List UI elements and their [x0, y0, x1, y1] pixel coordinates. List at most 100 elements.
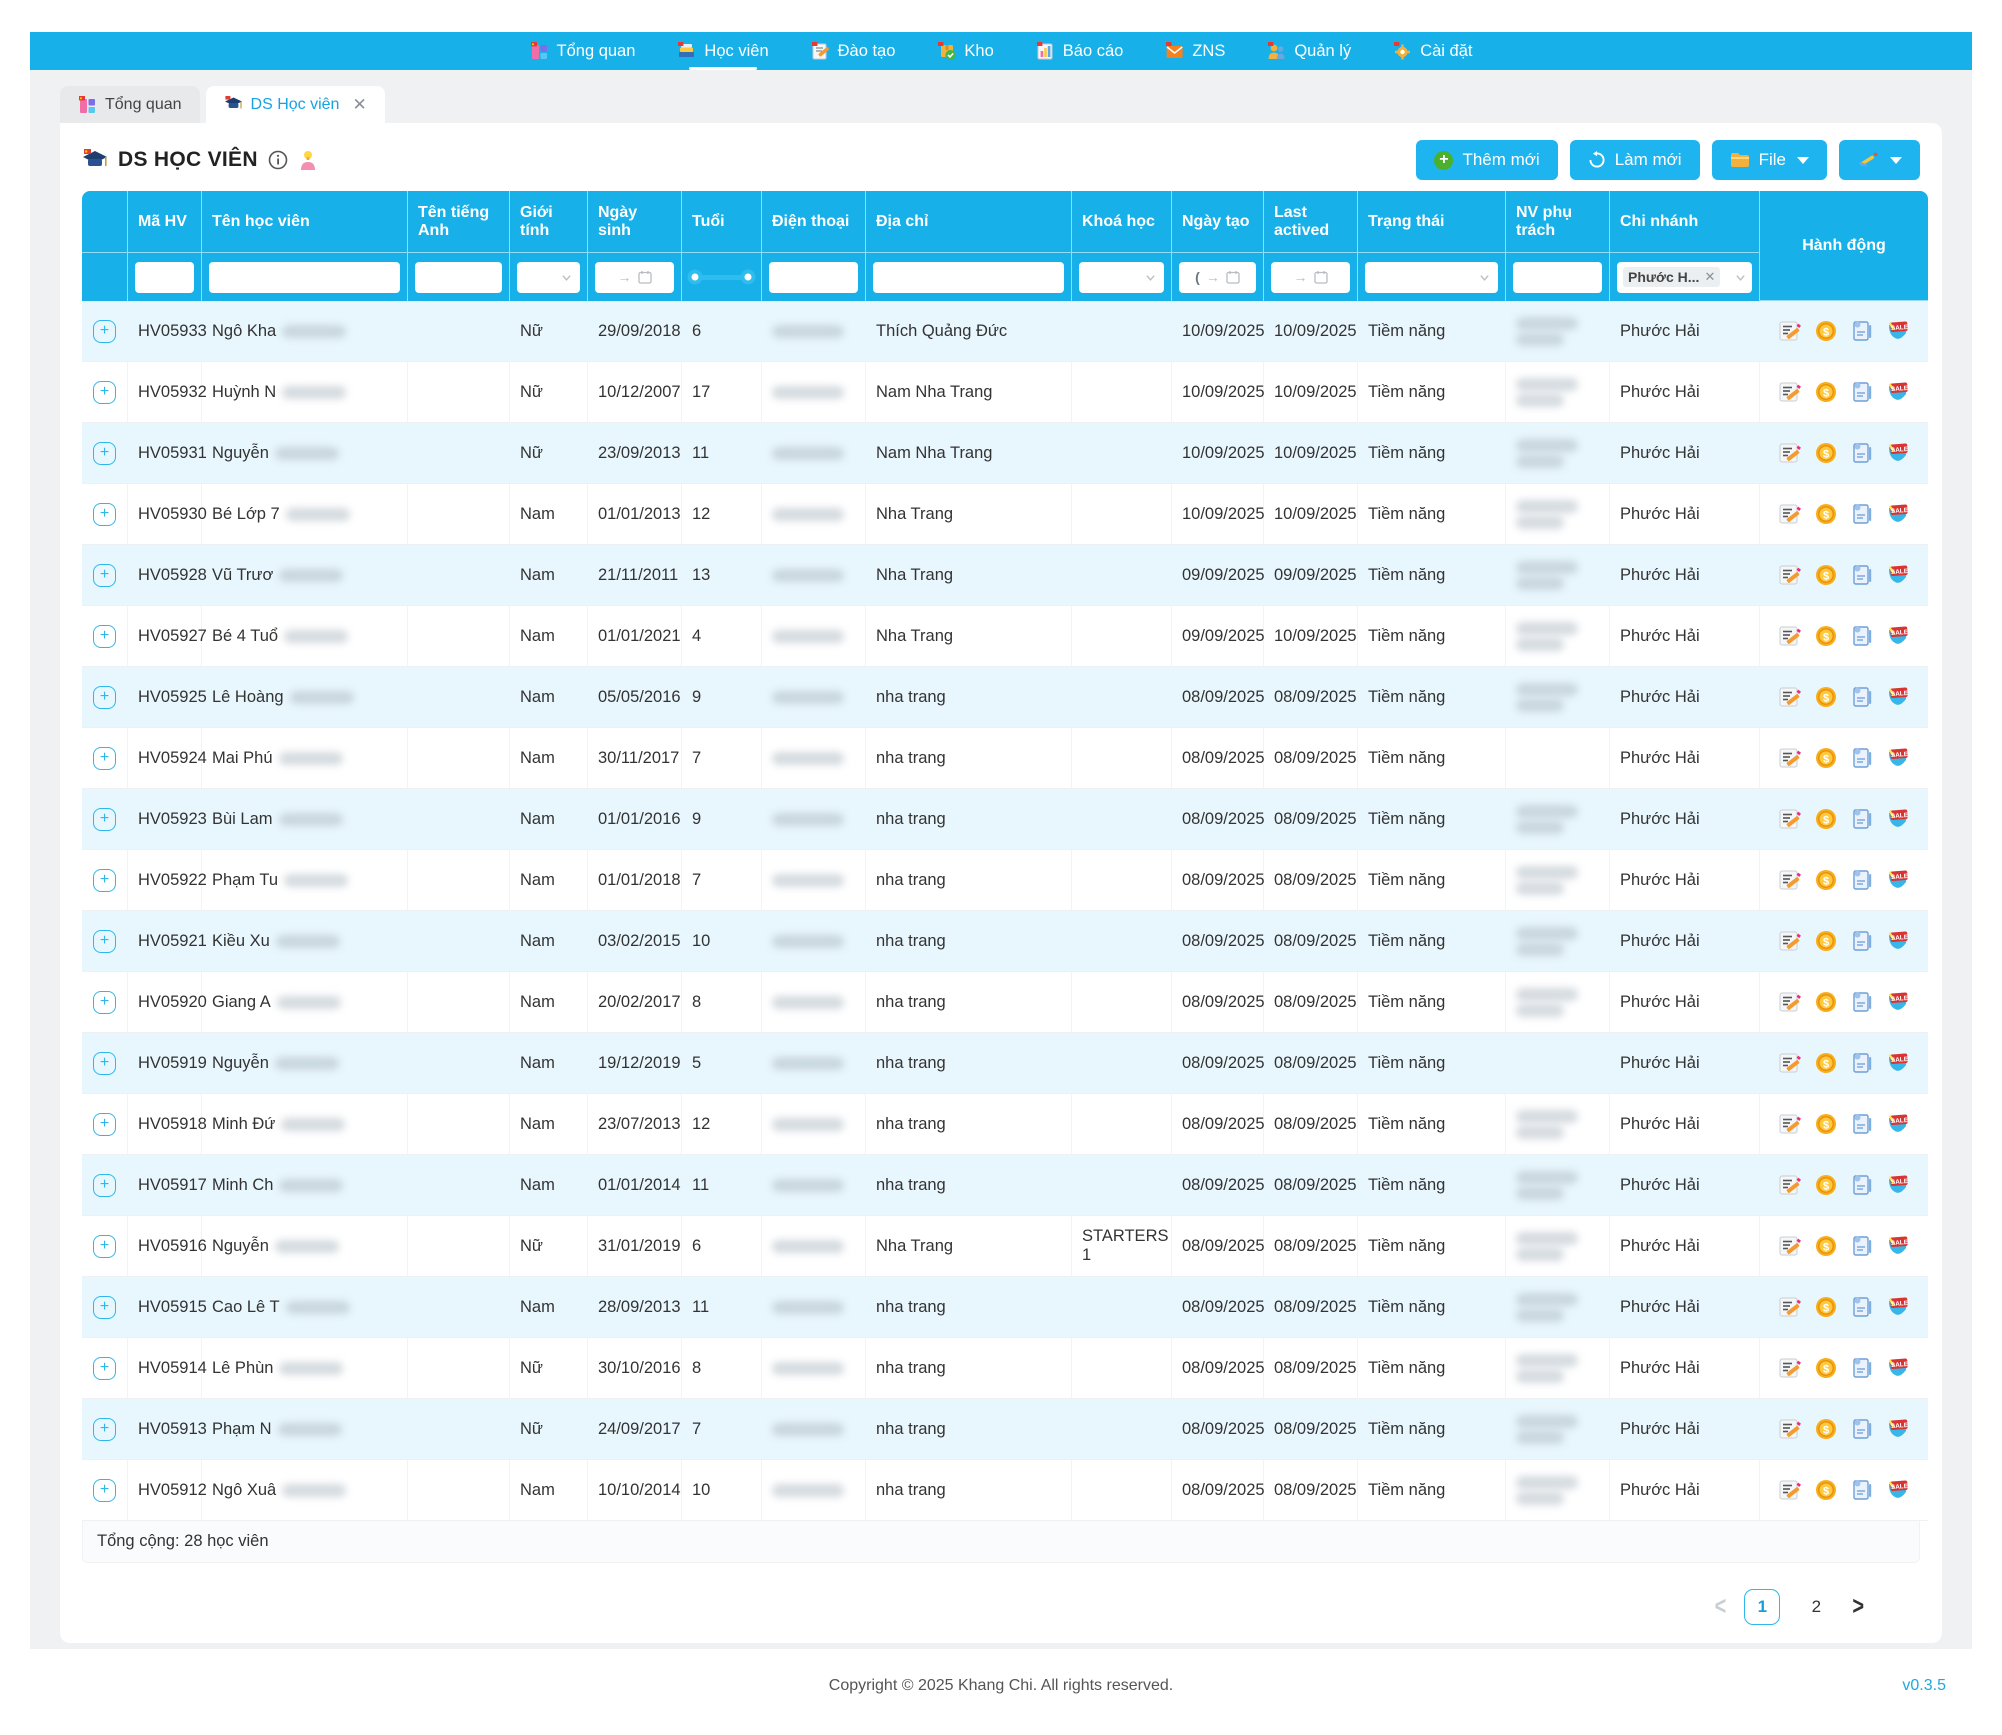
payment-icon[interactable]: $ [1814, 1295, 1838, 1319]
filter-age-slider[interactable] [687, 262, 756, 293]
nav-item-training[interactable]: Đào tạo [809, 32, 898, 70]
filter-created-datepicker[interactable]: (→ [1179, 261, 1256, 293]
expand-row-button[interactable]: + [93, 1356, 116, 1380]
contract-icon[interactable] [1850, 624, 1874, 648]
filter-phone-input[interactable] [769, 261, 858, 293]
payment-icon[interactable]: $ [1814, 319, 1838, 343]
edit-icon[interactable] [1778, 563, 1802, 587]
edit-icon[interactable] [1778, 1112, 1802, 1136]
col-chi-nhanh[interactable]: Chi nhánh [1610, 191, 1760, 253]
expand-row-button[interactable]: + [93, 1051, 116, 1075]
sale-icon[interactable]: SALE [1886, 746, 1910, 770]
sale-icon[interactable]: SALE [1886, 380, 1910, 404]
payment-icon[interactable]: $ [1814, 1112, 1838, 1136]
contract-icon[interactable] [1850, 868, 1874, 892]
expand-row-button[interactable]: + [93, 1417, 116, 1441]
filter-course-select[interactable] [1079, 261, 1164, 293]
sale-icon[interactable]: SALE [1886, 929, 1910, 953]
edit-icon[interactable] [1778, 685, 1802, 709]
sale-icon[interactable]: SALE [1886, 685, 1910, 709]
col-trang-thai[interactable]: Trạng thái [1358, 191, 1506, 253]
filter-branch-multiselect[interactable]: Phước H... ✕ [1617, 261, 1752, 293]
payment-icon[interactable]: $ [1814, 441, 1838, 465]
col-ten-tieng-anh[interactable]: Tên tiếng Anh [408, 191, 510, 253]
edit-icon[interactable] [1778, 990, 1802, 1014]
expand-row-button[interactable]: + [93, 319, 116, 343]
tools-menu-button[interactable] [1839, 140, 1920, 180]
col-tuoi[interactable]: Tuổi [682, 191, 762, 253]
expand-row-button[interactable]: + [93, 502, 116, 526]
sale-icon[interactable]: SALE [1886, 441, 1910, 465]
filter-nv-input[interactable] [1513, 261, 1602, 293]
expand-row-button[interactable]: + [93, 563, 116, 587]
payment-icon[interactable]: $ [1814, 1173, 1838, 1197]
contract-icon[interactable] [1850, 380, 1874, 404]
edit-icon[interactable] [1778, 1356, 1802, 1380]
filter-address-input[interactable] [873, 261, 1064, 293]
tab-tổng-quan[interactable]: Tổng quan [60, 86, 200, 123]
sale-icon[interactable]: SALE [1886, 807, 1910, 831]
payment-icon[interactable]: $ [1814, 1051, 1838, 1075]
nav-item-students[interactable]: Học viên [675, 32, 770, 70]
sale-icon[interactable]: SALE [1886, 868, 1910, 892]
refresh-button[interactable]: Làm mới [1569, 140, 1700, 180]
col-ma-hv[interactable]: Mã HV [128, 191, 202, 253]
nav-item-manage[interactable]: Quản lý [1265, 32, 1353, 70]
contract-icon[interactable] [1850, 1234, 1874, 1258]
sale-icon[interactable]: SALE [1886, 319, 1910, 343]
close-tab-icon[interactable]: ✕ [352, 95, 367, 114]
col-dia-chi[interactable]: Địa chỉ [866, 191, 1072, 253]
edit-icon[interactable] [1778, 1173, 1802, 1197]
col-nv-phu-trach[interactable]: NV phụ trách [1506, 191, 1610, 253]
filter-enname-input[interactable] [415, 261, 502, 293]
expand-row-button[interactable]: + [93, 624, 116, 648]
add-new-button[interactable]: + Thêm mới [1416, 140, 1558, 180]
sale-icon[interactable]: SALE [1886, 1417, 1910, 1441]
sale-icon[interactable]: SALE [1886, 1051, 1910, 1075]
info-icon[interactable] [268, 150, 288, 170]
expand-row-button[interactable]: + [93, 746, 116, 770]
payment-icon[interactable]: $ [1814, 1417, 1838, 1441]
col-dien-thoai[interactable]: Điện thoại [762, 191, 866, 253]
payment-icon[interactable]: $ [1814, 1478, 1838, 1502]
edit-icon[interactable] [1778, 1234, 1802, 1258]
prev-page-button[interactable]: < [1714, 1592, 1727, 1621]
sale-icon[interactable]: SALE [1886, 1295, 1910, 1319]
contract-icon[interactable] [1850, 563, 1874, 587]
edit-icon[interactable] [1778, 1051, 1802, 1075]
expand-row-button[interactable]: + [93, 441, 116, 465]
col-gioi-tinh[interactable]: Giới tính [510, 191, 588, 253]
payment-icon[interactable]: $ [1814, 746, 1838, 770]
filter-name-input[interactable] [209, 261, 400, 293]
edit-icon[interactable] [1778, 380, 1802, 404]
sale-icon[interactable]: SALE [1886, 1356, 1910, 1380]
payment-icon[interactable]: $ [1814, 563, 1838, 587]
payment-icon[interactable]: $ [1814, 929, 1838, 953]
expand-row-button[interactable]: + [93, 807, 116, 831]
expand-row-button[interactable]: + [93, 685, 116, 709]
contract-icon[interactable] [1850, 1173, 1874, 1197]
expand-row-button[interactable]: + [93, 1173, 116, 1197]
filter-status-select[interactable] [1365, 261, 1498, 293]
sale-icon[interactable]: SALE [1886, 990, 1910, 1014]
edit-icon[interactable] [1778, 1417, 1802, 1441]
contract-icon[interactable] [1850, 1295, 1874, 1319]
edit-icon[interactable] [1778, 746, 1802, 770]
nav-item-overview[interactable]: Tổng quan [528, 32, 638, 70]
expand-row-button[interactable]: + [93, 868, 116, 892]
col-khoa-hoc[interactable]: Khoá học [1072, 191, 1172, 253]
edit-icon[interactable] [1778, 1295, 1802, 1319]
contract-icon[interactable] [1850, 1356, 1874, 1380]
payment-icon[interactable]: $ [1814, 1234, 1838, 1258]
col-ngay-tao[interactable]: Ngày tạo [1172, 191, 1264, 253]
payment-icon[interactable]: $ [1814, 380, 1838, 404]
filter-gender-select[interactable] [517, 261, 580, 293]
nav-item-report[interactable]: Báo cáo [1034, 32, 1126, 70]
contract-icon[interactable] [1850, 319, 1874, 343]
payment-icon[interactable]: $ [1814, 1356, 1838, 1380]
page-button-1[interactable]: 1 [1744, 1589, 1781, 1625]
tab-ds-học-viên[interactable]: DS Học viên ✕ [205, 86, 385, 123]
edit-icon[interactable] [1778, 624, 1802, 648]
payment-icon[interactable]: $ [1814, 990, 1838, 1014]
filter-code-input[interactable] [135, 261, 194, 293]
